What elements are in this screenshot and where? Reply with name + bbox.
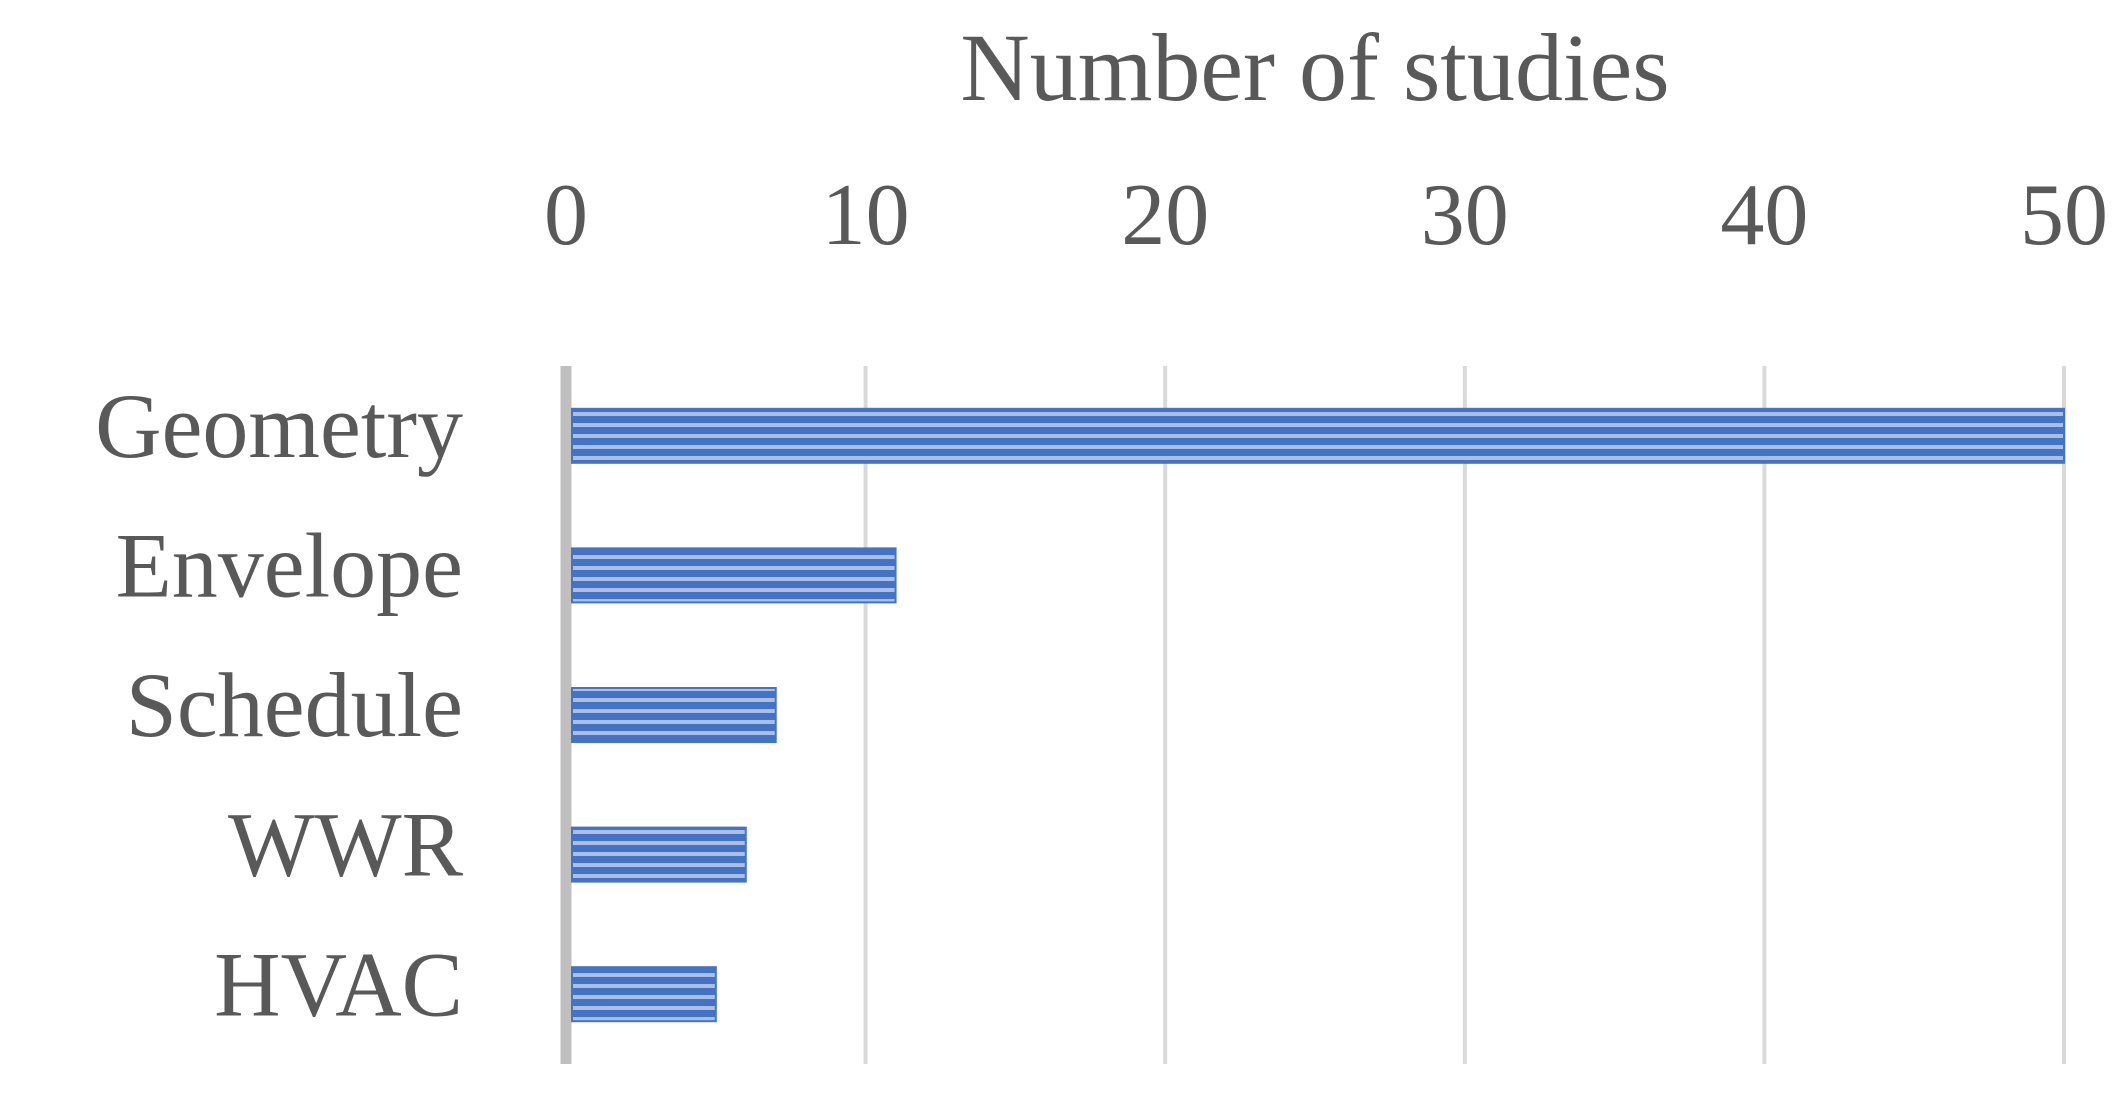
bar [571,826,747,883]
y-tick-label: WWR [228,794,464,896]
x-tick-label: 30 [1421,167,1509,264]
bar [571,687,777,743]
x-tick-label: 20 [1121,167,1209,264]
bar [571,966,717,1023]
x-tick-label: 10 [822,167,910,264]
bar [571,547,897,604]
y-tick-label: Envelope [116,515,463,617]
x-tick-label: 40 [1720,167,1808,264]
bar [571,407,2065,464]
axis-title: Number of studies [960,14,1669,121]
x-tick-label: 50 [2020,167,2108,264]
y-tick-label: Geometry [95,375,463,477]
y-tick-label: Schedule [126,654,463,756]
x-tick-label: 0 [544,167,588,264]
y-tick-label: HVAC [214,933,463,1035]
